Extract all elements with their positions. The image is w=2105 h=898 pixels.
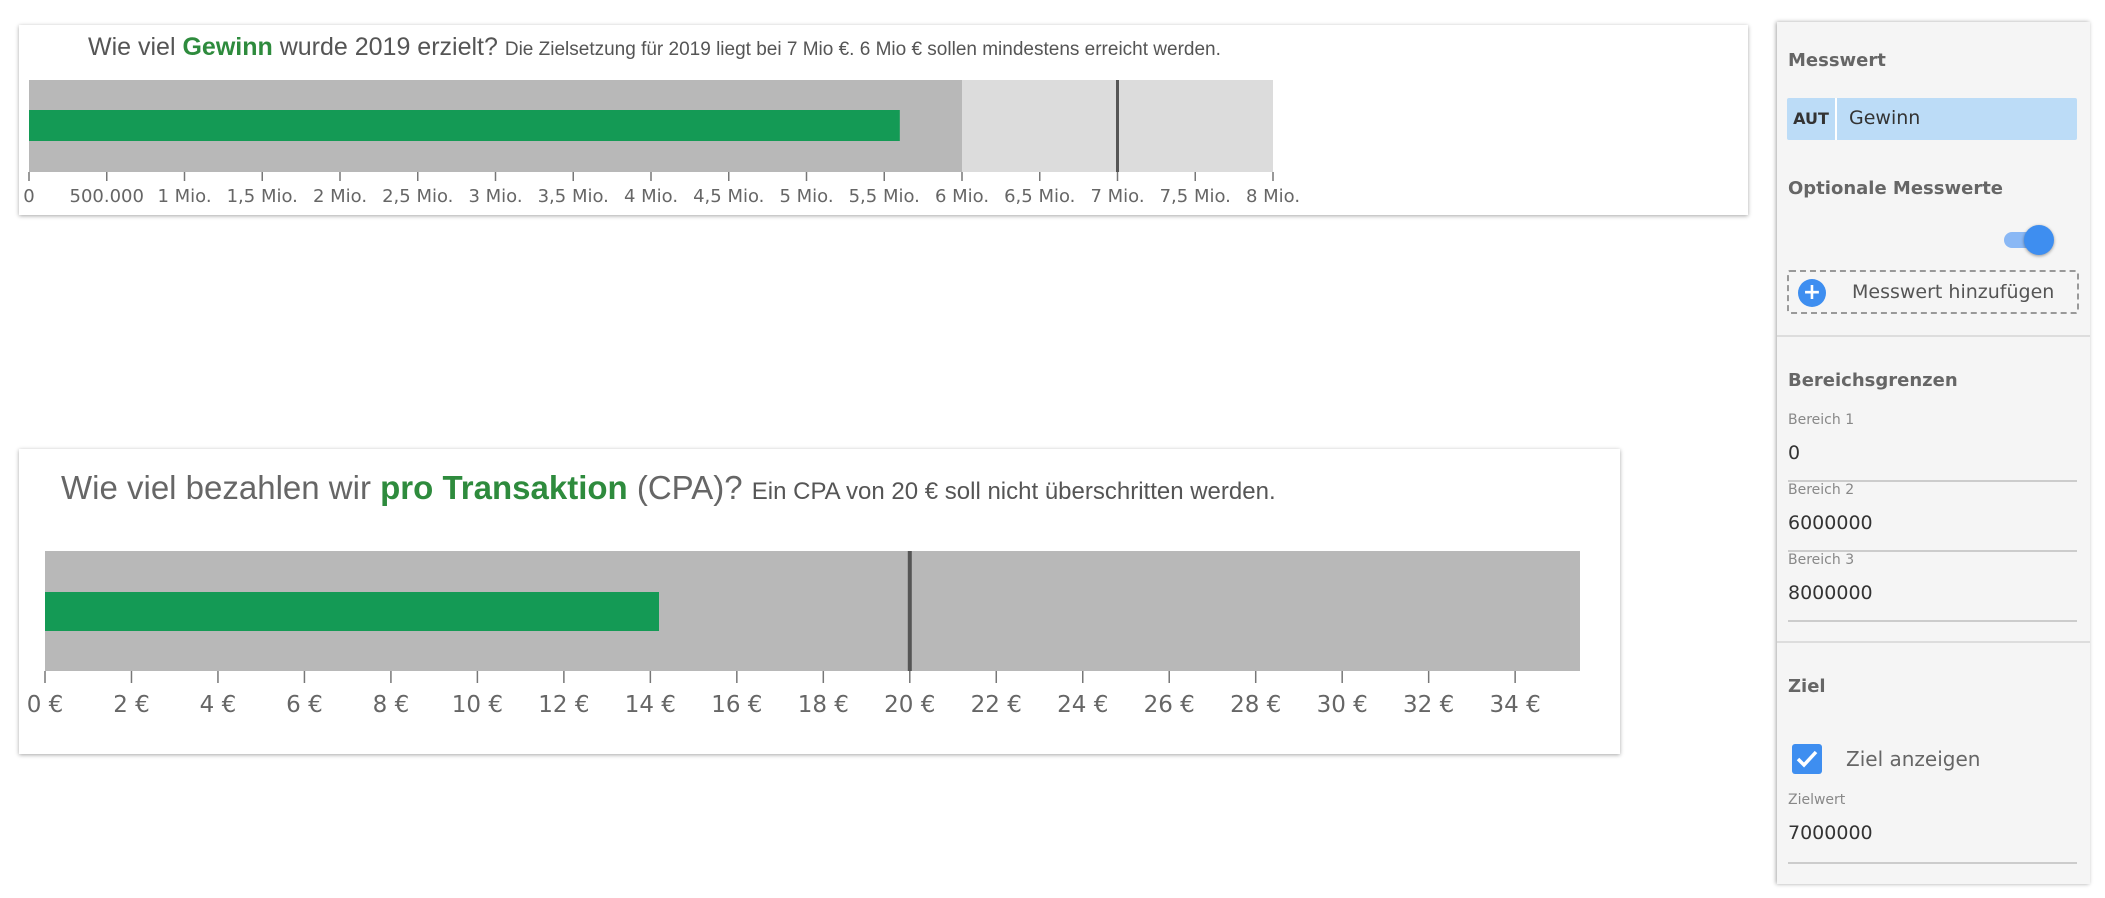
profit-bullet-card: Wie viel Gewinn wurde 2019 erzielt? Die …	[19, 25, 1748, 215]
axis-tick-label: 2 Mio.	[313, 186, 367, 207]
target-marker	[1116, 80, 1119, 172]
measure-type-badge: AUT	[1787, 98, 1837, 140]
axis-tick-label: 1,5 Mio.	[227, 186, 298, 207]
cpa-bullet-card: Wie viel bezahlen wir pro Transaktion (C…	[19, 449, 1620, 754]
cpa-chart-title: Wie viel bezahlen wir pro Transaktion (C…	[61, 469, 1276, 507]
axis-tick-label: 1 Mio.	[157, 186, 211, 207]
range-2-underline	[1788, 550, 2077, 552]
add-measure-label: Messwert hinzufügen	[1852, 281, 2055, 303]
axis-tick-label: 3 Mio.	[468, 186, 522, 207]
axis-tick-label: 16 €	[711, 692, 762, 718]
axis-tick-label: 500.000	[70, 186, 144, 207]
axis-tick-label: 14 €	[625, 692, 676, 718]
axis-tick-label: 30 €	[1317, 692, 1368, 718]
range-2-label: Bereich 2	[1788, 482, 1855, 498]
measure-chip[interactable]: AUT Gewinn	[1787, 98, 2077, 140]
target-marker	[907, 551, 912, 671]
measure-section-title: Messwert	[1788, 50, 1886, 71]
title-suffix: wurde 2019 erzielt?	[272, 33, 498, 61]
axis-tick-label: 4 €	[200, 692, 237, 718]
checkmark-icon	[1796, 750, 1818, 768]
profit-chart-subtitle: Die Zielsetzung für 2019 liegt bei 7 Mio…	[504, 39, 1221, 60]
axis-tick-label: 7 Mio.	[1090, 186, 1144, 207]
title-prefix: Wie viel	[88, 33, 183, 61]
cpa-chart-subtitle: Ein CPA von 20 € soll nicht überschritte…	[751, 478, 1276, 505]
range-1-label: Bereich 1	[1788, 412, 1855, 428]
target-value-underline	[1788, 862, 2077, 864]
show-target-checkbox[interactable]	[1792, 744, 1822, 774]
optional-measures-title: Optionale Messwerte	[1788, 178, 2004, 199]
axis-tick-label: 8 Mio.	[1246, 186, 1300, 207]
axis-tick-label: 5 Mio.	[779, 186, 833, 207]
title-suffix: (CPA)?	[627, 469, 743, 506]
axis-tick-label: 3,5 Mio.	[538, 186, 609, 207]
axis-tick-label: 32 €	[1403, 692, 1454, 718]
ranges-section-title: Bereichsgrenzen	[1788, 370, 1958, 391]
axis-tick-label: 34 €	[1490, 692, 1541, 718]
measure-bar	[29, 110, 900, 141]
axis-tick-label: 0 €	[27, 692, 64, 718]
target-value-label: Zielwert	[1788, 792, 1846, 808]
axis-tick-label: 4 Mio.	[624, 186, 678, 207]
optional-measures-toggle[interactable]	[2002, 222, 2054, 256]
title-highlight: pro Transaktion	[380, 469, 628, 506]
range-1-underline	[1788, 480, 2077, 482]
axis-tick-label: 28 €	[1230, 692, 1281, 718]
measure-name: Gewinn	[1849, 107, 1921, 129]
axis-tick-label: 24 €	[1057, 692, 1108, 718]
axis-tick-label: 20 €	[884, 692, 935, 718]
profit-bullet-chart[interactable]: 0 500.000 1 Mio. 1,5 Mio. 2 Mio. 2,5 Mio. 3 Mi…	[19, 25, 1748, 215]
axis-tick-label: 22 €	[971, 692, 1022, 718]
toggle-knob	[2024, 225, 2054, 255]
range-3-label: Bereich 3	[1788, 552, 1855, 568]
axis-tick-label: 10 €	[452, 692, 503, 718]
section-divider	[1777, 641, 2090, 643]
axis-tick-label: 12 €	[538, 692, 589, 718]
axis-tick-label: 7,5 Mio.	[1160, 186, 1231, 207]
show-target-label: Ziel anzeigen	[1846, 747, 1981, 771]
section-divider	[1777, 335, 2090, 337]
range-3-input[interactable]: 8000000	[1788, 582, 1873, 604]
range-3-underline	[1788, 620, 2077, 622]
axis-tick-label: 0	[23, 186, 34, 207]
cpa-bullet-chart[interactable]: 0 € 2 € 4 € 6 € 8 € 10 € 12 € 14 € 16 € 18 € 20 € 2…	[19, 449, 1620, 754]
title-highlight: Gewinn	[182, 33, 273, 61]
range-2-input[interactable]: 6000000	[1788, 512, 1873, 534]
axis-tick-label: 2 €	[113, 692, 150, 718]
properties-panel: Messwert AUT Gewinn Optionale Messwerte …	[1777, 22, 2090, 884]
plus-icon: +	[1798, 279, 1826, 307]
axis-tick-label: 26 €	[1144, 692, 1195, 718]
target-section-title: Ziel	[1788, 676, 1826, 697]
profit-chart-title: Wie viel Gewinn wurde 2019 erzielt? Die …	[88, 33, 1221, 62]
axis-tick-label: 18 €	[798, 692, 849, 718]
add-measure-button[interactable]: + Messwert hinzufügen	[1787, 270, 2079, 314]
range-1-input[interactable]: 0	[1788, 442, 1801, 464]
target-value-input[interactable]: 7000000	[1788, 822, 1873, 844]
axis-tick-label: 6 Mio.	[935, 186, 989, 207]
measure-bar	[45, 592, 659, 631]
axis-tick-label: 5,5 Mio.	[849, 186, 920, 207]
title-prefix: Wie viel bezahlen wir	[61, 469, 381, 506]
axis-tick-label: 4,5 Mio.	[693, 186, 764, 207]
axis-tick-label: 6 €	[286, 692, 323, 718]
axis-tick-label: 6,5 Mio.	[1004, 186, 1075, 207]
axis-tick-label: 2,5 Mio.	[382, 186, 453, 207]
axis-tick-label: 8 €	[373, 692, 410, 718]
